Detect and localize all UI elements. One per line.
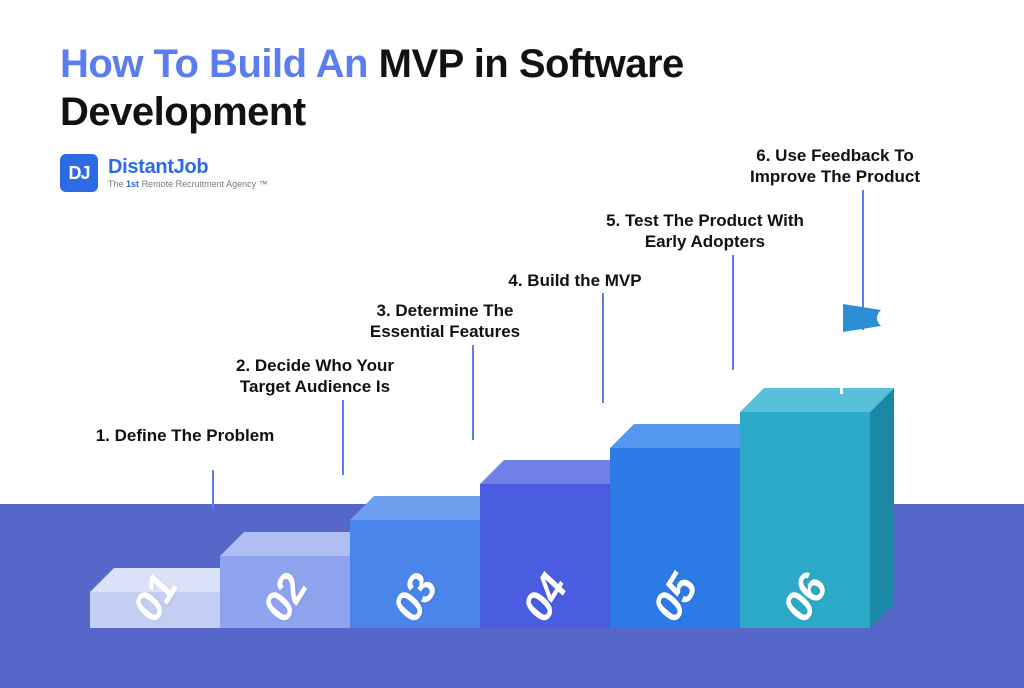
step-block: 03 [350, 520, 480, 628]
step-label: 4. Build the MVP [475, 270, 675, 291]
step-leader-line [212, 470, 214, 510]
step-leader-line [732, 255, 734, 370]
logo-tagline: The 1st Remote Recruitment Agency ™ [108, 180, 268, 189]
header: How To Build An MVP in Software Developm… [60, 40, 760, 192]
step-label: 3. Determine The Essential Features [345, 300, 545, 343]
step-label: 6. Use Feedback To Improve The Product [735, 145, 935, 188]
logo-text: DistantJob The 1st Remote Recruitment Ag… [108, 157, 268, 189]
step-block: 02 [220, 556, 350, 628]
step-label: 1. Define The Problem [85, 425, 285, 446]
step-label: 5. Test The Product With Early Adopters [605, 210, 805, 253]
step-leader-line [342, 400, 344, 475]
brand-logo: DJ DistantJob The 1st Remote Recruitment… [60, 154, 760, 192]
logo-main: DistantJob [108, 157, 268, 177]
step-block: 01 [90, 592, 220, 628]
page-title: How To Build An MVP in Software Developm… [60, 40, 760, 136]
step-block: 04 [480, 484, 610, 628]
step-side-face [870, 388, 894, 628]
title-highlight: How To Build An [60, 42, 368, 86]
step-block: 05 [610, 448, 740, 628]
step-block: 06 [740, 412, 870, 628]
step-top-face [740, 388, 894, 412]
goal-flag-icon [840, 304, 843, 394]
step-leader-line [472, 345, 474, 440]
flag-cloth [843, 304, 881, 337]
step-label: 2. Decide Who Your Target Audience Is [215, 355, 415, 398]
step-leader-line [602, 293, 604, 403]
logo-icon: DJ [60, 154, 98, 192]
